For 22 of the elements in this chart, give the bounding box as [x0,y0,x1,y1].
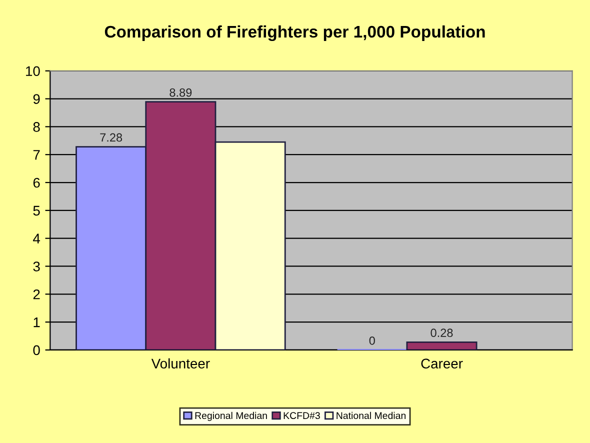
y-tick-label: 10 [26,66,40,76]
y-tick-label: 4 [33,234,40,244]
y-tick-label: 3 [33,262,40,272]
y-tick-label: 0 [33,345,40,356]
x-tick-label: Volunteer [151,358,210,369]
y-tick-label: 1 [34,318,40,328]
legend-label: KCFD#3 [284,412,320,420]
y-tick-label: 5 [33,206,40,216]
y-tick-label: 9 [33,94,40,104]
data-label: 8.89 [170,88,192,97]
y-tick-label: 6 [33,178,40,188]
y-tick-label: 2 [33,289,40,300]
y-tick-label: 7 [33,150,40,160]
data-label: 7.28 [100,133,122,142]
bar [406,341,478,350]
y-tick-label: 8 [33,122,40,132]
data-label: 0.28 [430,328,453,338]
x-tick-label: Career [421,358,463,369]
chart-title: Comparison of Firefighters per 1,000 Population [104,25,485,42]
data-label: 0 [369,336,375,345]
legend-label: Regional Median [195,412,267,421]
legend-label: National Median [336,412,406,420]
